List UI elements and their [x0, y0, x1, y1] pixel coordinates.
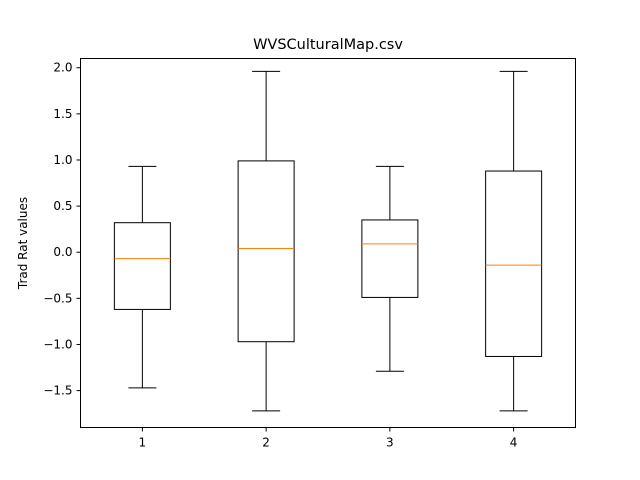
iqr-box	[485, 170, 543, 357]
y-tick-label: 1.5	[53, 107, 72, 121]
x-tick-label: 2	[262, 436, 270, 450]
y-tick-label: −1.0	[43, 337, 72, 351]
x-tick-label: 4	[510, 436, 518, 450]
y-tick-label: −0.5	[43, 291, 72, 305]
plot-area	[113, 70, 543, 412]
x-tick-label: 1	[139, 436, 147, 450]
axes-frame	[80, 58, 576, 428]
iqr-box	[361, 219, 419, 298]
x-axis: 1 2 3 4	[139, 427, 518, 450]
chart-title: WVSCulturalMap.csv	[253, 37, 403, 53]
y-tick-label: 0.0	[53, 245, 72, 259]
iqr-box	[113, 222, 171, 310]
box-1	[113, 165, 171, 389]
y-tick-label: −1.5	[43, 384, 72, 398]
y-axis-label: Trad Rat values	[16, 197, 30, 290]
y-tick-label: 1.0	[53, 153, 72, 167]
y-tick-label: 0.5	[53, 199, 72, 213]
x-tick-label: 3	[386, 436, 394, 450]
y-axis: 2.0 1.5 1.0 0.5 0.0 −0.5 −1.0 −1.5	[43, 61, 81, 398]
box-3	[361, 165, 419, 372]
iqr-box	[237, 160, 295, 343]
box-4	[485, 70, 543, 412]
box-2	[237, 70, 295, 412]
y-tick-label: 2.0	[53, 61, 72, 75]
